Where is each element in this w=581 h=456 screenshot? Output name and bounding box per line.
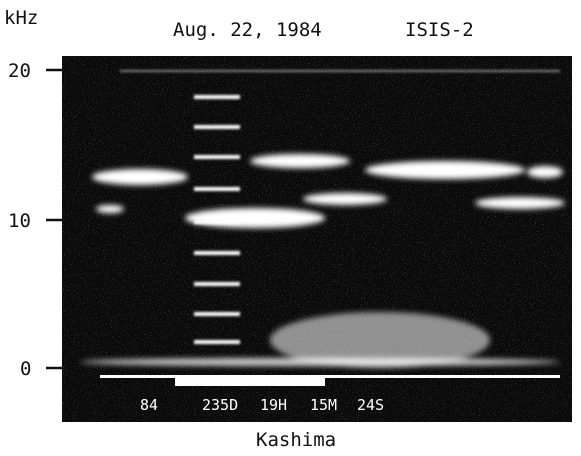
timestamp-day: 235D	[202, 396, 238, 414]
caption: Kashima	[256, 429, 336, 451]
time-bar-segment	[175, 378, 325, 386]
time-bar	[100, 375, 560, 378]
calibration-ladder	[120, 70, 560, 344]
satellite-label: ISIS-2	[405, 19, 474, 41]
unit-label: kHz	[4, 7, 38, 29]
date-label: Aug. 22, 1984	[173, 19, 322, 41]
y-tick-label: 0	[20, 358, 31, 380]
timestamp-minute: 15M	[310, 396, 337, 414]
signal-bands	[80, 154, 565, 368]
timestamp-hour: 19H	[260, 396, 287, 414]
y-tick-label: 10	[8, 210, 31, 232]
timestamp-year: 84	[140, 396, 158, 414]
tick-marks	[46, 68, 64, 370]
y-tick-label: 20	[8, 60, 31, 82]
noise	[62, 56, 572, 422]
timestamp: 84 235D 19H 15M 24S	[140, 396, 384, 414]
timestamp-second: 24S	[357, 396, 384, 414]
